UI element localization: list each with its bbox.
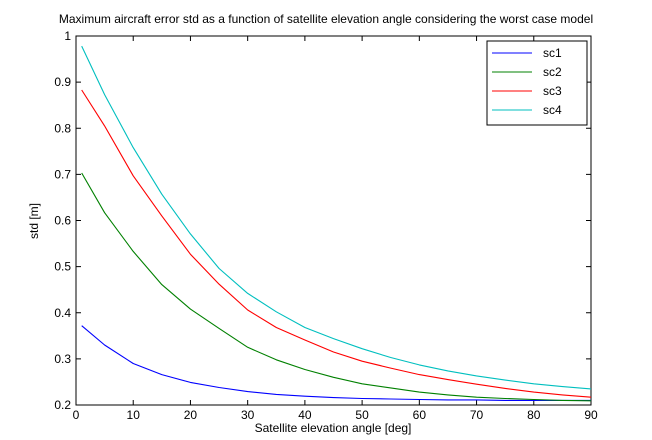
y-tick-label: 0.4 xyxy=(54,306,71,320)
x-tick-label: 20 xyxy=(184,408,198,422)
x-tick-label: 60 xyxy=(413,408,427,422)
x-tick-label: 40 xyxy=(298,408,312,422)
x-tick-label: 10 xyxy=(127,408,141,422)
y-tick-label: 0.2 xyxy=(54,398,71,412)
y-axis-ticks: 0.2 0.3 0.4 0.5 0.6 0.7 0.8 0.9 1 xyxy=(54,29,591,412)
y-axis-label: std [m] xyxy=(27,203,41,239)
x-axis-ticks: 0 10 20 30 40 50 60 70 80 90 xyxy=(73,36,598,422)
y-tick-label: 0.3 xyxy=(54,352,71,366)
legend-label-sc2: sc2 xyxy=(543,65,562,79)
x-axis-label: Satellite elevation angle [deg] xyxy=(255,421,412,435)
y-tick-label: 1 xyxy=(64,29,71,43)
legend-label-sc1: sc1 xyxy=(543,46,562,60)
y-tick-label: 0.8 xyxy=(54,121,71,135)
y-tick-label: 0.9 xyxy=(54,75,71,89)
series-lines xyxy=(81,45,592,402)
x-tick-label: 90 xyxy=(584,408,598,422)
y-tick-label: 0.5 xyxy=(54,260,71,274)
series-line-sc1 xyxy=(81,325,591,401)
legend-label-sc3: sc3 xyxy=(543,84,562,98)
x-tick-label: 0 xyxy=(73,408,80,422)
series-line-sc2 xyxy=(81,172,592,402)
x-tick-label: 80 xyxy=(527,408,541,422)
x-tick-label: 70 xyxy=(470,408,484,422)
legend-box xyxy=(486,40,588,126)
x-tick-label: 30 xyxy=(241,408,255,422)
x-tick-label: 50 xyxy=(355,408,369,422)
y-tick-label: 0.7 xyxy=(54,167,71,181)
legend: sc1 sc2 sc3 sc4 xyxy=(486,40,588,126)
series-line-sc3 xyxy=(81,89,592,398)
series-line-sc4 xyxy=(81,45,592,390)
y-tick-label: 0.6 xyxy=(54,214,71,228)
chart-title: Maximum aircraft error std as a function… xyxy=(59,12,593,26)
legend-label-sc4: sc4 xyxy=(543,103,562,117)
